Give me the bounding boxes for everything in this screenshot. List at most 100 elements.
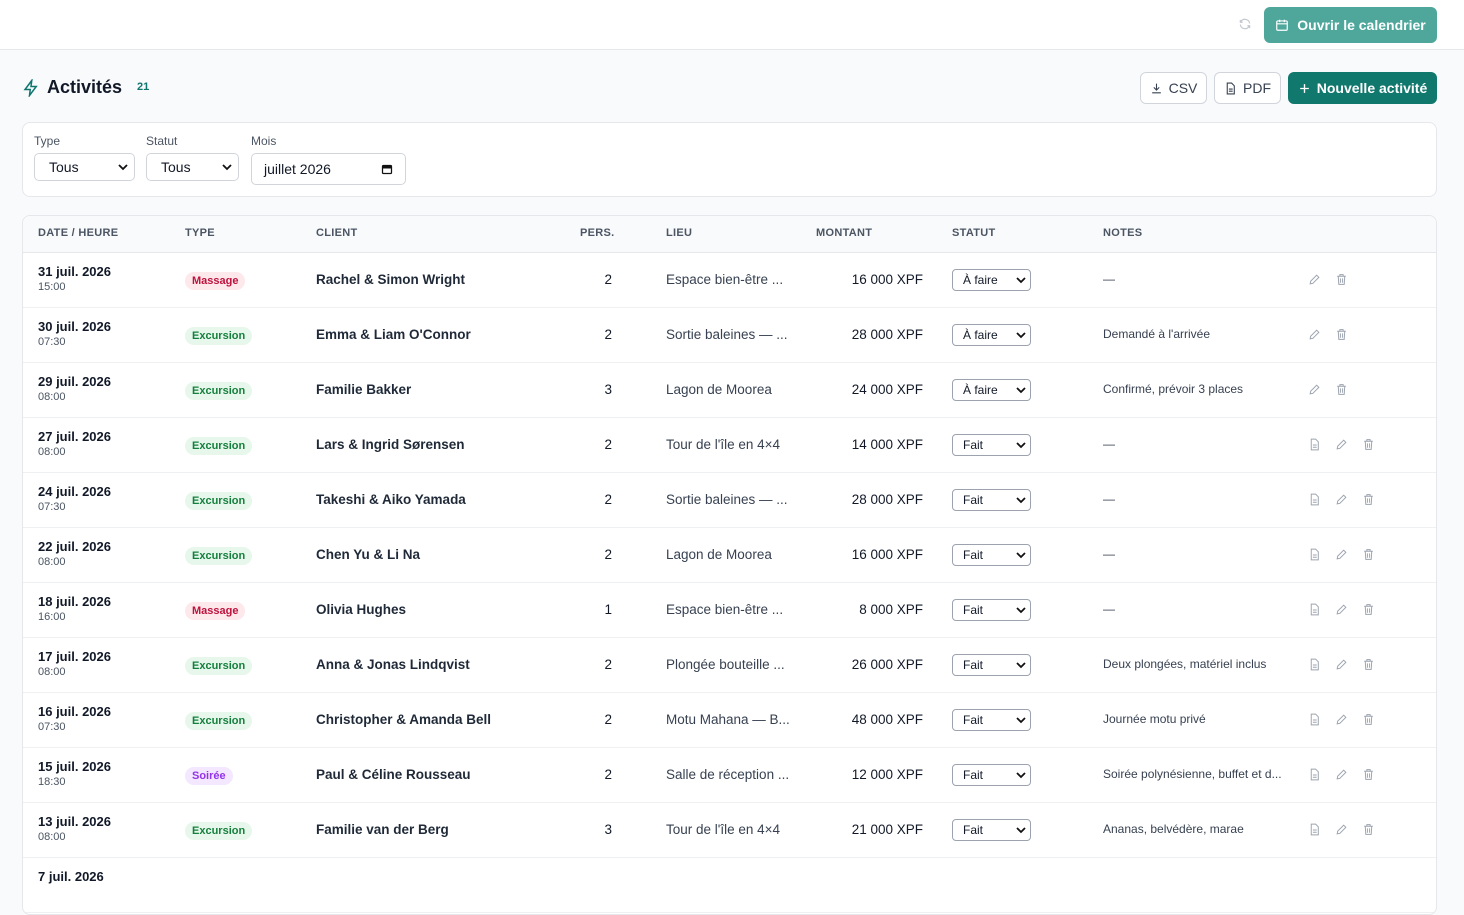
location: Lagon de Moorea	[666, 547, 772, 562]
invoice-button[interactable]	[1308, 823, 1321, 841]
edit-button[interactable]	[1335, 603, 1348, 621]
type-select[interactable]: Tous	[34, 153, 135, 181]
edit-button-glyph	[1336, 824, 1347, 835]
chevron	[118, 164, 128, 171]
client: Chen Yu & Li Na	[316, 547, 421, 562]
delete-button[interactable]	[1362, 713, 1375, 731]
invoice-button[interactable]	[1308, 493, 1321, 511]
status-value: À faire	[963, 383, 998, 397]
invoice-button-glyph	[1310, 603, 1319, 616]
delete-button[interactable]	[1335, 273, 1348, 291]
edit-button[interactable]	[1308, 383, 1321, 401]
delete-button-glyph	[1364, 714, 1373, 725]
delete-button[interactable]	[1362, 768, 1375, 786]
delete-button[interactable]	[1362, 548, 1375, 566]
status-select[interactable]: À faire	[952, 379, 1031, 401]
status-select[interactable]: Fait	[952, 434, 1031, 456]
status-select[interactable]: À faire	[952, 324, 1031, 346]
amount: 21 000 XPF	[851, 822, 923, 837]
table-row: 30 juil. 2026 07:30 Excursion Emma & Liam O…	[23, 308, 1436, 363]
csv-label: CSV	[1168, 80, 1198, 96]
invoice-button[interactable]	[1308, 768, 1321, 786]
edit-button[interactable]	[1335, 658, 1348, 676]
new-activity-button[interactable]: Nouvelle activité	[1288, 72, 1437, 104]
status-select[interactable]: Fait	[952, 709, 1031, 731]
location: Sortie baleines — ...	[666, 492, 788, 507]
notes: —	[1103, 272, 1115, 286]
edit-button[interactable]	[1335, 823, 1348, 841]
invoice-button[interactable]	[1308, 603, 1321, 621]
delete-button[interactable]	[1362, 823, 1375, 841]
pdf-button[interactable]: PDF	[1214, 72, 1281, 104]
time: 08:00	[38, 831, 66, 843]
edit-button[interactable]	[1335, 768, 1348, 786]
delete-button[interactable]	[1362, 493, 1375, 511]
client: Lars & Ingrid Sørensen	[316, 437, 465, 452]
chevron	[1016, 662, 1026, 669]
status-select[interactable]: Fait	[952, 764, 1031, 786]
type-badge: Excursion	[185, 712, 253, 730]
table-header: DATE / HEURE TYPE CLIENT PERS. LIEU MONTANT ST…	[23, 216, 1436, 253]
persons: 1	[604, 602, 612, 617]
chevron	[222, 164, 232, 171]
status-select[interactable]: À faire	[952, 269, 1031, 291]
invoice-button[interactable]	[1308, 713, 1321, 731]
delete-button-glyph	[1337, 329, 1346, 340]
csv-button[interactable]: CSV	[1140, 72, 1207, 104]
delete-button[interactable]	[1335, 383, 1348, 401]
edit-button[interactable]	[1335, 713, 1348, 731]
refresh-icon[interactable]	[1238, 17, 1252, 31]
edit-button-glyph	[1309, 329, 1320, 340]
date: 15 juil. 2026	[38, 759, 111, 774]
invoice-button[interactable]	[1308, 548, 1321, 566]
notes: Demandé à l'arrivée	[1103, 327, 1211, 341]
edit-button[interactable]	[1308, 273, 1321, 291]
status-select[interactable]: Fait	[952, 544, 1031, 566]
delete-button[interactable]	[1335, 328, 1348, 346]
type-badge: Excursion	[185, 822, 253, 840]
status-select[interactable]: Fait	[952, 489, 1031, 511]
filters-card: Type Tous Statut Tous Mois juillet 2026	[22, 122, 1437, 197]
status-value: Fait	[963, 658, 984, 672]
delete-button-glyph	[1337, 384, 1346, 395]
edit-button[interactable]	[1335, 438, 1348, 456]
month-input[interactable]: juillet 2026	[251, 153, 406, 185]
top-bar: Ouvrir le calendrier	[0, 0, 1464, 50]
status-select[interactable]: Fait	[952, 654, 1031, 676]
time: 07:30	[38, 336, 66, 348]
delete-button-glyph	[1364, 494, 1373, 505]
invoice-button[interactable]	[1308, 658, 1321, 676]
persons: 2	[604, 272, 612, 287]
chevron	[1016, 717, 1026, 724]
filter-label: Statut	[146, 134, 178, 148]
invoice-button[interactable]	[1308, 438, 1321, 456]
pdf-label: PDF	[1243, 80, 1271, 96]
date: 16 juil. 2026	[38, 704, 111, 719]
location: Tour de l'île en 4×4	[666, 822, 781, 837]
edit-button-glyph	[1336, 494, 1347, 505]
chevron	[1016, 827, 1026, 834]
delete-button[interactable]	[1362, 658, 1375, 676]
download-icon	[1151, 83, 1161, 93]
status-value: Fait	[963, 768, 984, 782]
edit-button[interactable]	[1308, 328, 1321, 346]
status-select[interactable]: Fait	[952, 599, 1031, 621]
edit-button[interactable]	[1335, 493, 1348, 511]
persons: 2	[604, 437, 612, 452]
delete-button[interactable]	[1362, 603, 1375, 621]
calendar-button[interactable]: Ouvrir le calendrier	[1264, 7, 1437, 43]
activity-icon	[23, 79, 38, 97]
chevron	[1016, 277, 1026, 284]
edit-button[interactable]	[1335, 548, 1348, 566]
status-select[interactable]: Fait	[952, 819, 1031, 841]
edit-button-glyph	[1336, 549, 1347, 560]
persons: 3	[604, 382, 612, 397]
chevron	[1016, 552, 1026, 559]
delete-button[interactable]	[1362, 438, 1375, 456]
filter-value: Tous	[49, 159, 79, 175]
type-badge: Excursion	[185, 382, 253, 400]
notes: —	[1103, 492, 1115, 506]
invoice-button-glyph	[1310, 658, 1319, 671]
column-header: CLIENT	[316, 227, 358, 239]
status-select[interactable]: Tous	[146, 153, 239, 181]
